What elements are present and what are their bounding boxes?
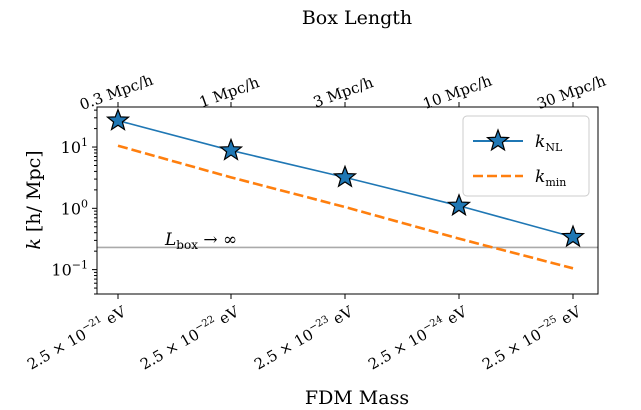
box-limit-label-sub: box xyxy=(176,238,198,252)
box-limit-label: Lbox → ∞ xyxy=(164,230,237,252)
legend: kNL kmin xyxy=(462,115,590,197)
series-group xyxy=(105,107,586,270)
y-tick-exp: 0 xyxy=(81,197,88,210)
x-tick-label-3: 2.5 × 10−24 eV xyxy=(365,301,471,373)
x-tick-mantissa: 2.5 × 10 xyxy=(137,325,202,373)
x-tick-unit: eV xyxy=(440,302,471,330)
legend-label-knl: kNL xyxy=(535,132,563,154)
star-marker-1 xyxy=(218,137,244,161)
x-tick-mantissa: 2.5 × 10 xyxy=(365,325,430,373)
x-tick-label-4: 2.5 × 10−25 eV xyxy=(479,301,585,373)
top-tick-label-1: 1 Mpc/h xyxy=(197,73,262,111)
top-tick-label-2: 3 Mpc/h xyxy=(311,73,376,111)
series-line-min xyxy=(117,144,574,270)
x-tick-label-1: 2.5 × 10−22 eV xyxy=(137,301,243,373)
star-marker-4 xyxy=(560,224,586,248)
y-axis-label-var: k xyxy=(23,238,45,250)
star-marker-0 xyxy=(105,107,131,131)
top-axis-label: Box Length xyxy=(302,7,412,29)
x-tick-label-0: 2.5 × 10−21 eV xyxy=(24,301,130,373)
legend-label-knl-sub: NL xyxy=(545,141,563,154)
x-axis-label: FDM Mass xyxy=(305,387,409,409)
legend-label-kmin-var: k xyxy=(535,167,545,187)
x-tick-unit: eV xyxy=(554,302,585,330)
legend-label-kmin-sub: min xyxy=(545,176,566,189)
x-tick-unit: eV xyxy=(99,302,130,330)
y-tick-label-0: 10−1 xyxy=(51,259,88,280)
y-tick-exp: 1 xyxy=(81,136,88,149)
y-axis-label-unit: [h/ Mpc] xyxy=(23,150,45,238)
y-tick-exp: −1 xyxy=(72,259,88,272)
x-tick-label-2: 2.5 × 10−23 eV xyxy=(251,301,357,373)
x-tick-mantissa: 2.5 × 10 xyxy=(24,325,89,373)
x-axis-ticks: 2.5 × 10−21 eV2.5 × 10−22 eV2.5 × 10−23 … xyxy=(24,294,585,373)
plot-frame xyxy=(96,106,599,295)
box-limit-label-var: L xyxy=(164,230,176,250)
y-axis-label: k [h/ Mpc] xyxy=(23,150,45,249)
star-marker-3 xyxy=(446,193,472,217)
legend-star-marker xyxy=(485,128,511,152)
x-tick-unit: eV xyxy=(326,302,357,330)
x-tick-unit: eV xyxy=(212,302,243,330)
legend-label-knl-var: k xyxy=(535,132,545,152)
x-tick-mantissa: 2.5 × 10 xyxy=(479,325,544,373)
y-tick-base: 10 xyxy=(61,138,81,157)
y-tick-base: 10 xyxy=(61,199,81,218)
y-tick-label-1: 100 xyxy=(61,197,88,218)
star-marker-2 xyxy=(332,164,358,188)
box-limit-label-suffix: → ∞ xyxy=(198,230,237,250)
legend-box xyxy=(462,115,590,197)
x-tick-mantissa: 2.5 × 10 xyxy=(251,325,316,373)
y-tick-base: 10 xyxy=(51,261,71,280)
legend-label-kmin: kmin xyxy=(535,167,566,189)
y-tick-label-2: 101 xyxy=(61,136,88,157)
